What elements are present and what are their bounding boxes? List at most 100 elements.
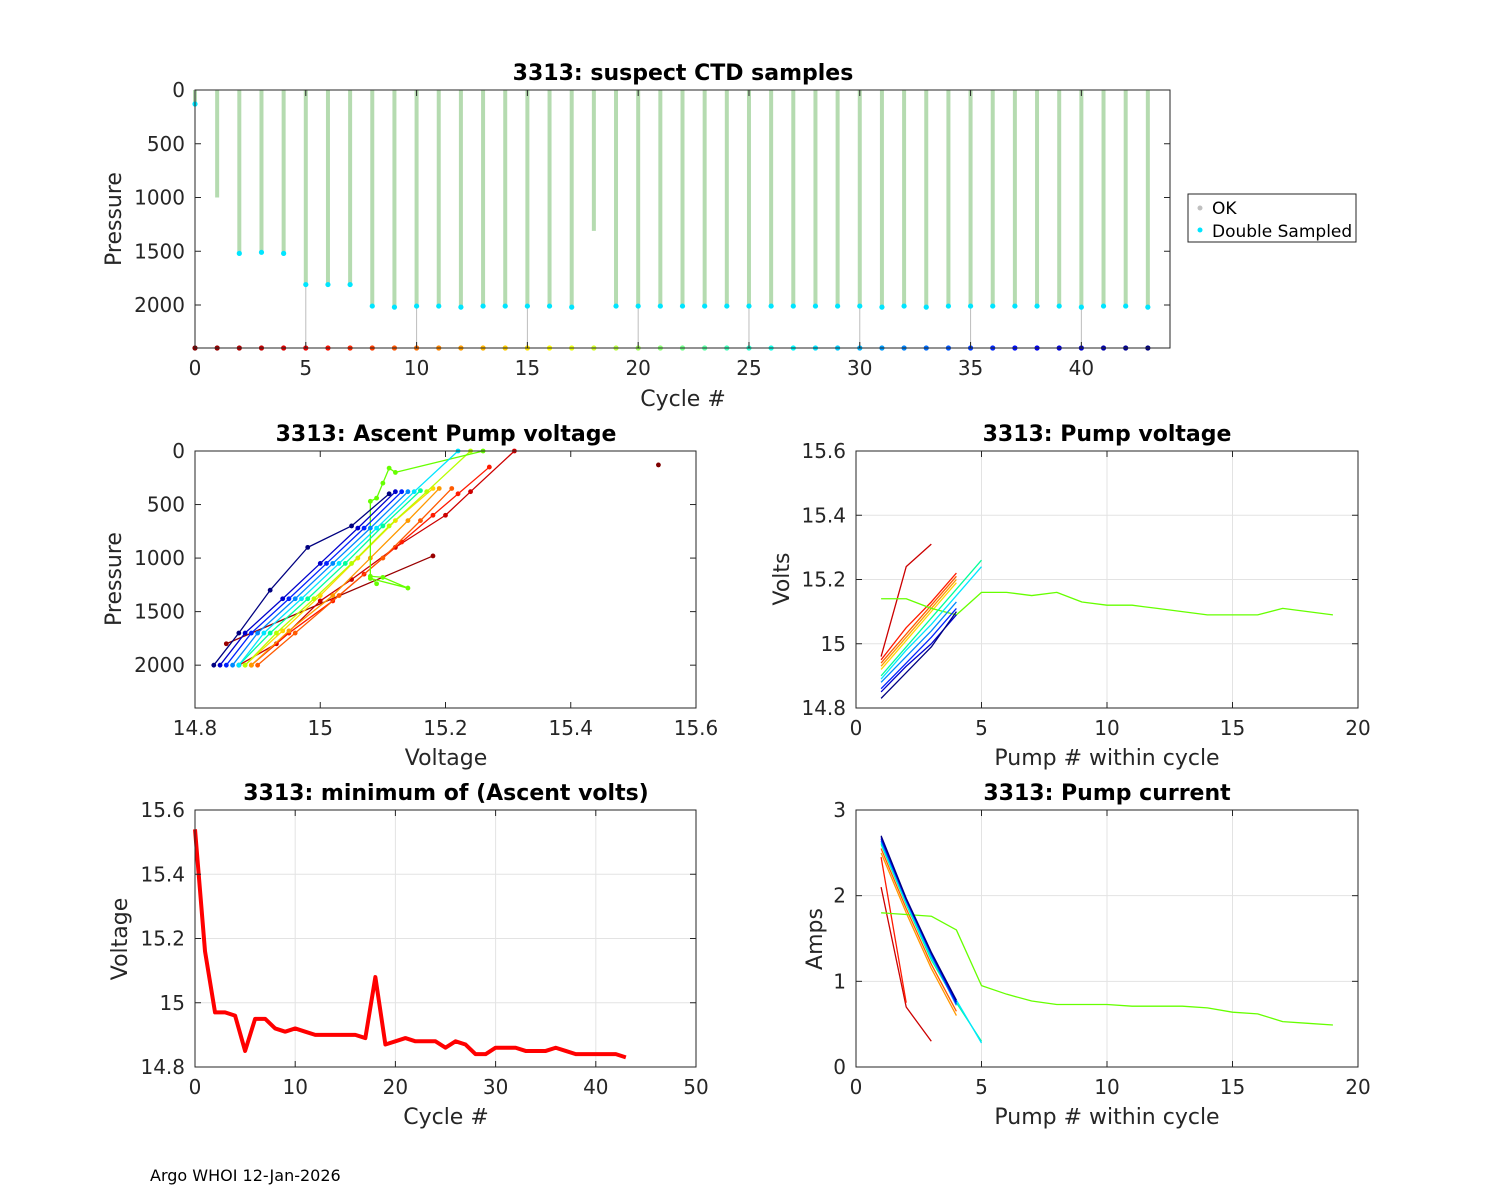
pump-current-axes: 3313: Pump current Pump # within cycle A… (803, 781, 1371, 1130)
double-sampled-point (281, 250, 287, 256)
double-sampled-point (879, 304, 885, 310)
ascent-pump-voltage-series-point (430, 553, 436, 559)
pump-voltage-x-tick-label: 20 (1345, 716, 1370, 740)
ascent-pump-voltage-series-line (213, 493, 390, 666)
ascent-pump-voltage-series-point (468, 489, 473, 495)
suspect-ctd-y-tick-label: 0 (172, 78, 185, 102)
suspect-ctd-axes: 3313: suspect CTD samples Cycle # Pressu… (102, 61, 1171, 412)
suspect-ctd-x-tick-label: 5 (299, 356, 312, 380)
minimum-ascent-volts-y-tick-label: 15.2 (140, 927, 185, 951)
suspect-ctd-y-tick-label: 1000 (134, 186, 185, 210)
ascent-pump-voltage-series-point (411, 489, 417, 495)
pump-voltage-y-tick-label: 15 (821, 632, 846, 656)
pump-voltage-x-tick-label: 15 (1220, 716, 1245, 740)
suspect-ctd-y-tick-label: 2000 (134, 293, 185, 317)
ascent-pump-voltage-series-point (317, 598, 323, 604)
pump-current-series-line (880, 842, 983, 1044)
double-sampled-point (502, 303, 508, 309)
suspect-ctd-x-tick-label: 0 (189, 356, 202, 380)
suspect-ctd-xlabel: Cycle # (640, 387, 726, 412)
ascent-pump-voltage-series-point (292, 630, 298, 636)
ascent-pump-voltage-series-point (393, 470, 398, 475)
double-sampled-point (812, 303, 819, 309)
double-sampled-point (1100, 303, 1107, 309)
pump-current-x-tick-label: 5 (975, 1075, 988, 1099)
legend-double-sampled-marker (1197, 227, 1203, 233)
ascent-pump-voltage-series-point (255, 662, 261, 668)
ascent-pump-voltage-series-point (374, 581, 380, 587)
ascent-pump-voltage-series-line (219, 491, 396, 666)
ascent-pump-voltage-series-point (405, 518, 411, 524)
pump-current-series-line (881, 912, 1333, 1026)
ascent-pump-voltage-series-point (305, 596, 311, 602)
ascent-pump-voltage-y-tick-label: 2000 (134, 653, 185, 677)
double-sampled-point (546, 303, 553, 309)
ascent-pump-voltage-series-point (386, 491, 392, 497)
ascent-pump-voltage-series-point (317, 561, 323, 566)
ascent-pump-voltage-series-point (367, 525, 373, 531)
double-sampled-point (746, 303, 752, 309)
pump-current-xlabel: Pump # within cycle (994, 1105, 1219, 1130)
double-sampled-point (413, 303, 420, 309)
ascent-pump-voltage-axes: 3313: Ascent Pump voltage Voltage Pressu… (102, 422, 718, 771)
pump-current-series-line (880, 886, 932, 1042)
ascent-pump-voltage-series-point (436, 486, 442, 491)
ascent-pump-voltage-series-point (267, 630, 273, 636)
pump-current-y-tick-label: 0 (833, 1055, 846, 1079)
ascent-pump-voltage-series-point (324, 561, 329, 566)
pump-voltage-series-line (880, 566, 982, 680)
minimum-ascent-volts-x-tick-label: 0 (189, 1075, 202, 1099)
pump-voltage-title: 3313: Pump voltage (983, 422, 1232, 447)
double-sampled-point (303, 281, 309, 288)
pump-voltage-series-line (880, 543, 932, 657)
minimum-ascent-volts-x-tick-label: 50 (683, 1075, 708, 1099)
suspect-ctd-x-tick-label: 15 (515, 356, 540, 380)
ascent-pump-voltage-series-point (223, 662, 229, 668)
legend-box (1187, 193, 1357, 243)
double-sampled-point (569, 304, 575, 310)
pump-current-y-tick-label: 1 (833, 969, 846, 993)
minimum-ascent-volts-x-tick-label: 10 (282, 1075, 307, 1099)
ascent-pump-voltage-series-point (418, 488, 423, 494)
pump-voltage-series-line (880, 579, 957, 667)
pump-voltage-x-tick-label: 5 (975, 716, 988, 740)
ascent-pump-voltage-series-point (280, 596, 286, 602)
legend-double-sampled-label: Double Sampled (1212, 222, 1352, 242)
ascent-pump-voltage-series-line (250, 488, 440, 666)
double-sampled-point (990, 303, 996, 309)
ascent-pump-voltage-series-point (430, 512, 436, 518)
pump-current-x-tick-label: 0 (850, 1075, 863, 1099)
pump-current-y-tick-label: 2 (833, 884, 846, 908)
ascent-pump-voltage-series-point (656, 462, 661, 468)
pump-current-x-tick-label: 10 (1094, 1075, 1119, 1099)
pump-current-series-line (880, 852, 957, 1016)
ascent-pump-voltage-series-point (261, 630, 267, 636)
minimum-ascent-volts-x-tick-label: 30 (483, 1075, 508, 1099)
double-sampled-point (657, 303, 663, 309)
pump-voltage-series-line (880, 572, 957, 661)
ascent-pump-voltage-series-point (292, 596, 298, 602)
legend-ok-label: OK (1212, 199, 1237, 219)
ascent-pump-voltage-series-point (242, 630, 248, 636)
ascent-pump-voltage-series-line (226, 555, 434, 645)
ascent-pump-voltage-series-point (367, 498, 373, 504)
ascent-pump-voltage-series-point (330, 561, 336, 566)
suspect-ctd-x-tick-label: 40 (1069, 356, 1094, 380)
ascent-pump-voltage-y-tick-label: 500 (147, 493, 185, 517)
double-sampled-point (702, 303, 708, 309)
double-sampled-point (347, 281, 353, 288)
ascent-pump-voltage-xlabel: Voltage (405, 746, 488, 771)
double-sampled-point (1012, 303, 1018, 309)
ascent-pump-voltage-y-tick-label: 1500 (134, 600, 185, 624)
ascent-pump-voltage-series-point (380, 523, 386, 529)
ascent-pump-voltage-series-point (380, 555, 386, 561)
pump-voltage-series-line (880, 575, 957, 664)
double-sampled-point (1145, 304, 1151, 310)
ascent-pump-voltage-series-point (305, 544, 311, 550)
pump-voltage-series-line (880, 559, 982, 677)
ascent-pump-voltage-series-point (374, 495, 380, 501)
pump-current-x-tick-label: 15 (1220, 1075, 1245, 1099)
ascent-pump-voltage-series-point (336, 561, 342, 566)
ascent-pump-voltage-series-point (405, 489, 411, 495)
